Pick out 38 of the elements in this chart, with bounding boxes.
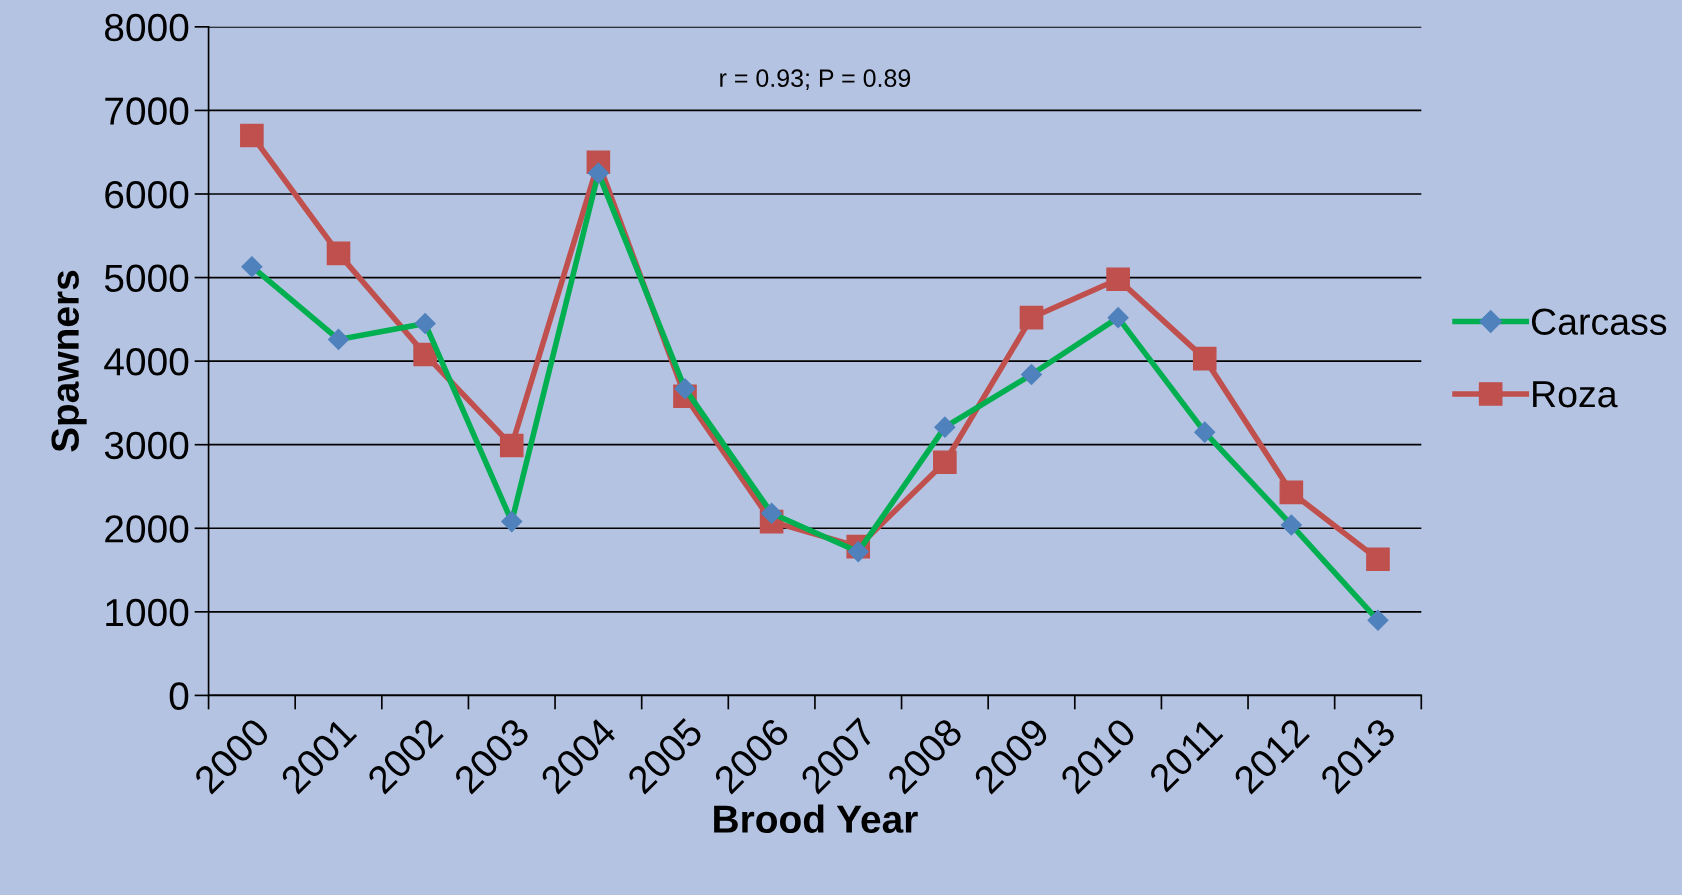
point xyxy=(934,416,956,438)
point xyxy=(847,540,870,563)
point xyxy=(1020,363,1043,386)
annotation: r = 0.93; P = 0.89 xyxy=(720,69,911,90)
y-tick-label: 7000 xyxy=(105,97,189,125)
y-tick-label: 6000 xyxy=(105,180,189,209)
point xyxy=(1192,346,1217,371)
y-tick-label: 5000 xyxy=(104,264,189,293)
point xyxy=(241,255,263,278)
legend-label: Roza xyxy=(1533,381,1618,408)
point xyxy=(1106,267,1130,292)
point xyxy=(499,433,524,458)
point xyxy=(674,377,696,400)
point xyxy=(1279,480,1304,505)
point xyxy=(327,328,350,351)
y-tick-label: 2000 xyxy=(105,515,189,543)
y-tick-label: 0 xyxy=(169,682,189,710)
point xyxy=(500,510,523,533)
point xyxy=(414,312,436,335)
legend-label: Carcass xyxy=(1531,308,1667,335)
x-axis-title: Brood Year xyxy=(714,804,918,833)
point xyxy=(1366,547,1390,572)
point xyxy=(760,502,783,525)
point xyxy=(1193,421,1216,443)
point xyxy=(326,241,351,266)
point xyxy=(1367,609,1389,631)
point xyxy=(1019,305,1044,330)
point xyxy=(1280,514,1303,536)
point xyxy=(1107,306,1129,329)
y-tick-label: 4000 xyxy=(104,348,189,376)
point xyxy=(413,342,437,367)
y-axis-title: Spawners xyxy=(51,270,87,452)
point xyxy=(933,450,957,475)
point xyxy=(587,162,610,184)
point xyxy=(240,123,264,148)
y-tick-label: 3000 xyxy=(104,431,189,460)
y-tick-label: 1000 xyxy=(106,598,189,627)
y-tick-label: 8000 xyxy=(105,13,189,42)
